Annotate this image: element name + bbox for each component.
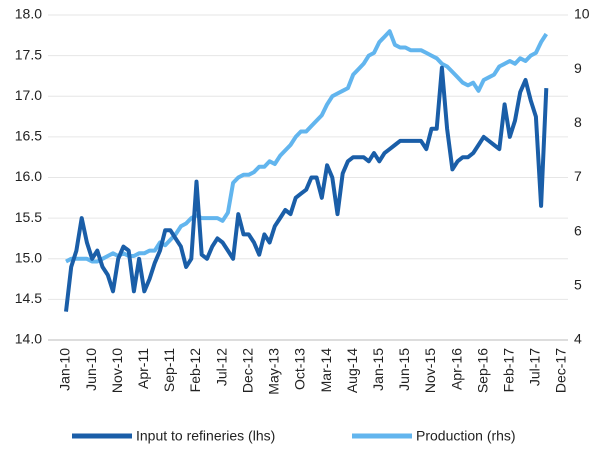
x-tick-label: Dec-17	[553, 348, 569, 393]
legend-label: Production (rhs)	[416, 428, 516, 444]
y2-tick-label: 6	[574, 222, 582, 238]
x-tick-label: Sep-11	[161, 348, 177, 392]
x-tick-label: Apr-11	[135, 348, 151, 389]
x-tick-label: Jan-15	[370, 348, 386, 391]
x-tick-label: Nov-15	[422, 348, 438, 393]
x-tick-label: Jun-10	[83, 348, 99, 391]
y-tick-label: 17.0	[15, 87, 42, 103]
y-tick-label: 16.5	[15, 128, 42, 144]
x-tick-label: Nov-10	[109, 348, 125, 393]
y2-tick-label: 4	[574, 331, 582, 347]
series-line	[64, 65, 549, 312]
y2-tick-label: 10	[574, 6, 590, 22]
x-tick-label: Oct-13	[292, 348, 308, 390]
y-tick-label: 14.0	[15, 331, 42, 347]
y2-tick-label: 9	[574, 60, 582, 76]
y2-tick-label: 7	[574, 168, 582, 184]
x-tick-label: Dec-12	[239, 348, 255, 393]
legend-label: Input to refineries (lhs)	[136, 428, 275, 444]
x-tick-label: Jul-12	[213, 348, 229, 386]
y2-tick-label: 5	[574, 277, 582, 293]
y2-tick-label: 8	[574, 114, 582, 130]
x-tick-label: Feb-12	[187, 348, 203, 393]
y-tick-label: 16.0	[15, 168, 42, 184]
x-tick-label: Apr-16	[448, 348, 464, 390]
y-tick-label: 15.0	[15, 249, 42, 265]
x-tick-label: Sep-16	[474, 348, 490, 393]
y-tick-label: 14.5	[15, 290, 42, 306]
x-tick-label: Jan-10	[57, 348, 73, 391]
x-tick-label: Jun-15	[396, 348, 412, 391]
y-tick-label: 18.0	[15, 6, 42, 22]
x-tick-label: Mar-14	[318, 348, 334, 393]
x-tick-label: Jul-17	[527, 348, 543, 386]
x-tick-label: May-13	[266, 348, 282, 395]
x-tick-label: Feb-17	[500, 348, 516, 393]
series-line	[65, 29, 548, 264]
y-tick-label: 17.5	[15, 46, 42, 62]
x-tick-label: Aug-14	[344, 348, 360, 393]
y-tick-label: 15.5	[15, 209, 42, 225]
